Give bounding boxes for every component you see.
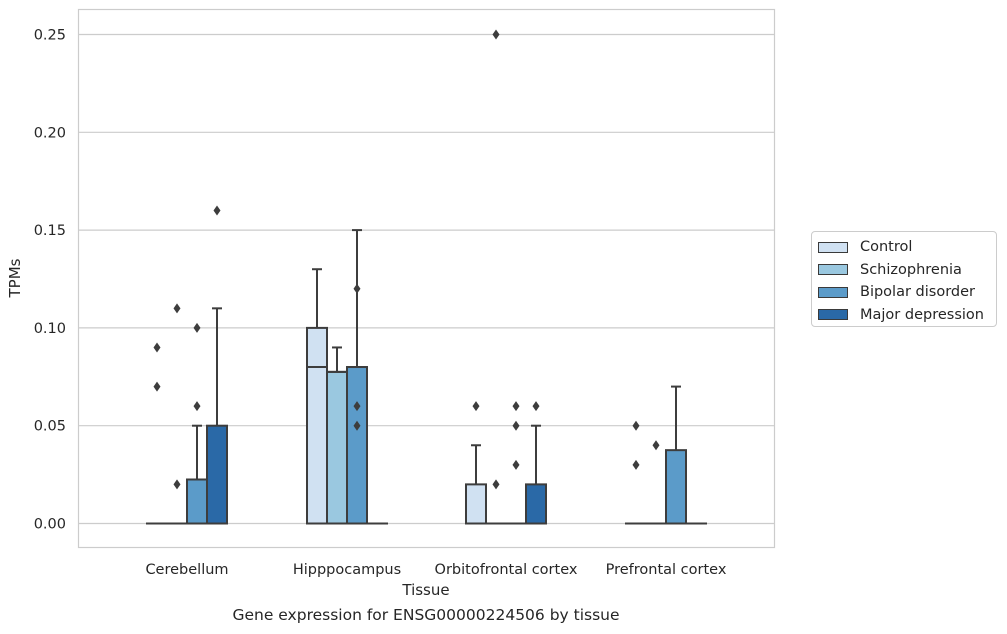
outlier-point [632, 420, 640, 431]
outlier-point [353, 283, 361, 294]
legend-item: Major depression [818, 304, 996, 327]
outlier-point [632, 459, 640, 470]
y-tick-label: 0.05 [34, 419, 66, 435]
y-tick-label: 0.10 [34, 321, 66, 337]
legend-item: Bipolar disorder [818, 281, 996, 304]
outlier-point [532, 401, 540, 412]
box-major-depression [525, 483, 547, 525]
legend-swatch [818, 241, 848, 253]
y-tick-label: 0.00 [34, 517, 66, 533]
legend-item: Control [818, 236, 996, 259]
box-bipolar-disorder [665, 449, 687, 525]
box-bipolar-disorder [346, 366, 368, 525]
chart-caption: Gene expression for ENSG00000224506 by t… [232, 606, 620, 624]
x-tick-labels: Cerebellum Hipppocampus Orbitofrontal cort… [145, 562, 726, 578]
outlier-point [213, 205, 221, 216]
outlier-point [173, 479, 181, 490]
legend-label: Bipolar disorder [860, 284, 975, 301]
x-tick-label: Orbitofrontal cortex [435, 562, 578, 578]
legend-swatch [818, 286, 848, 298]
outlier-point [173, 303, 181, 314]
x-tick-label: Prefrontal cortex [606, 562, 727, 578]
outlier-point [472, 401, 480, 412]
legend-label: Major depression [860, 306, 984, 323]
outlier-point [652, 440, 660, 451]
outlier-point [492, 29, 500, 40]
outlier-point [193, 322, 201, 333]
outlier-point [512, 459, 520, 470]
y-tick-labels: 0.00 0.05 0.10 0.15 0.20 0.25 [34, 28, 66, 533]
box-major-depression [206, 424, 228, 525]
x-axis-label: Tissue [401, 581, 449, 599]
legend-label: Schizophrenia [860, 261, 962, 278]
outlier-point [512, 401, 520, 412]
box-control [465, 483, 487, 525]
legend-swatch [818, 309, 848, 321]
outlier-point [353, 420, 361, 431]
outlier-point [353, 401, 361, 412]
box-marks [146, 29, 707, 525]
plot-area [77, 8, 776, 549]
outlier-point [193, 401, 201, 412]
outlier-point [492, 479, 500, 490]
box-schizophrenia [326, 370, 348, 525]
box-bipolar-disorder [186, 478, 208, 525]
x-tick-label: Hipppocampus [293, 562, 401, 578]
y-tick-label: 0.20 [34, 125, 66, 141]
outlier-point [153, 381, 161, 392]
y-tick-label: 0.15 [34, 223, 66, 239]
legend: Control Schizophrenia Bipolar disorder Majo… [811, 231, 997, 327]
legend-item: Schizophrenia [818, 259, 996, 282]
y-tick-label: 0.25 [34, 28, 66, 44]
x-tick-label: Cerebellum [145, 562, 228, 578]
outlier-point [153, 342, 161, 353]
y-axis-label: TPMs [6, 258, 24, 298]
box-control [306, 326, 328, 525]
outlier-point [512, 420, 520, 431]
legend-label: Control [860, 239, 913, 256]
legend-swatch [818, 264, 848, 276]
